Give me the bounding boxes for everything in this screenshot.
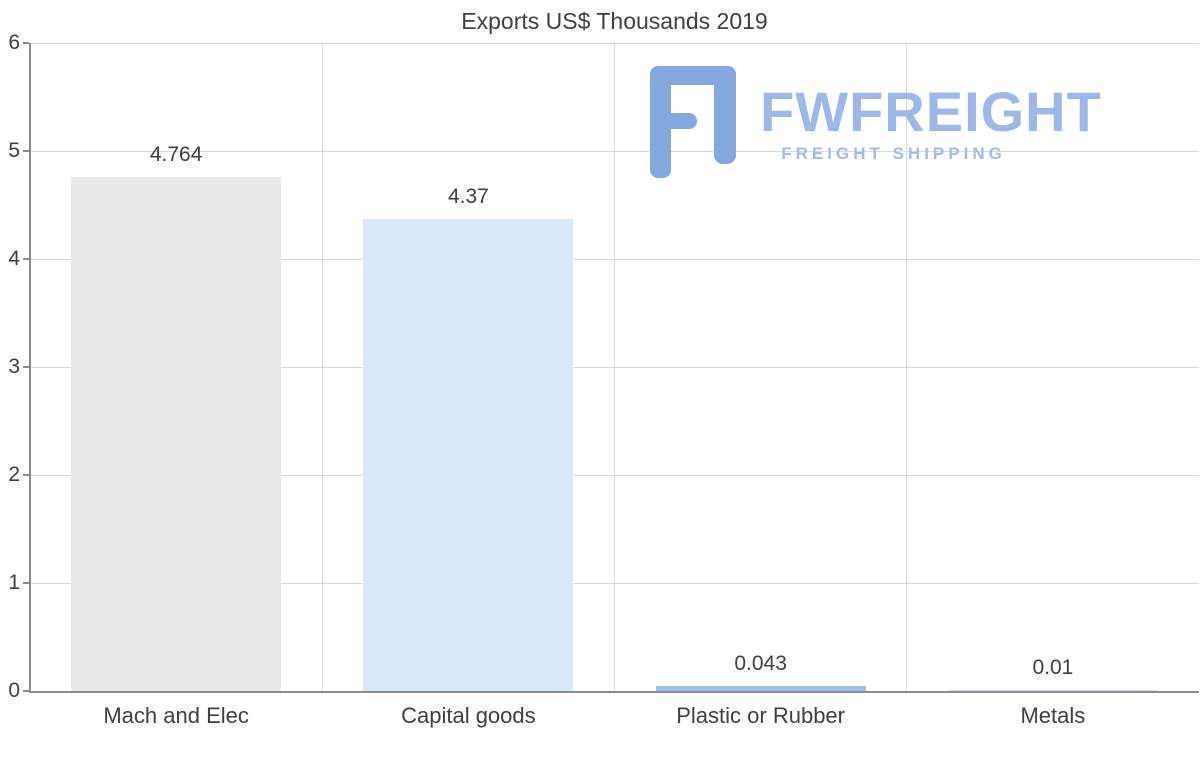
y-axis-tick <box>23 366 29 368</box>
y-axis-tick <box>23 150 29 152</box>
y-axis-tick <box>23 258 29 260</box>
y-axis-tick-label: 0 <box>8 679 20 702</box>
bar-capital-goods <box>363 219 574 691</box>
y-axis-tick-label: 3 <box>8 355 20 378</box>
watermark-brand: FWFREIGHT <box>760 80 1102 143</box>
chart-title: Exports US$ Thousands 2019 <box>461 8 768 34</box>
x-axis-label-capital-goods: Capital goods <box>401 703 536 728</box>
bar-value-label-metals: 0.01 <box>1032 655 1074 679</box>
y-axis-tick-label: 1 <box>8 571 20 594</box>
x-axis-label-mach-and-elec: Mach and Elec <box>103 703 249 728</box>
bar-value-label-plastic-or-rubber: 0.043 <box>734 652 787 676</box>
bar-plastic-or-rubber <box>655 686 866 691</box>
bar-metals <box>947 689 1158 691</box>
y-axis-tick <box>23 582 29 584</box>
bar-value-label-capital-goods: 4.37 <box>447 185 489 209</box>
x-axis-label-metals: Metals <box>1020 703 1086 728</box>
watermark-logo: FWFREIGHT FREIGHT SHIPPING <box>650 66 1102 178</box>
bar-value-label-mach-and-elec: 4.764 <box>149 142 203 166</box>
y-axis-line <box>29 43 31 693</box>
y-axis-tick-label: 5 <box>8 139 20 162</box>
fwfreight-logo-icon <box>650 66 736 178</box>
y-axis-tick <box>23 690 29 692</box>
bar-mach-and-elec <box>71 176 282 691</box>
gridline-vertical <box>614 43 615 691</box>
gridline-vertical <box>906 43 908 691</box>
plot-area: 4.764 4.37 0.043 0.01 <box>30 42 1199 691</box>
watermark-tagline: FREIGHT SHIPPING <box>781 144 1006 163</box>
y-axis-tick <box>23 42 29 44</box>
y-axis-tick-label: 4 <box>8 247 20 270</box>
x-axis-line <box>29 691 1199 693</box>
gridline-vertical <box>321 43 323 691</box>
y-axis-tick-label: 6 <box>8 31 20 54</box>
x-axis-label-plastic-or-rubber: Plastic or Rubber <box>676 703 845 728</box>
watermark-text: FWFREIGHT FREIGHT SHIPPING <box>760 66 1102 164</box>
y-axis-tick <box>23 474 29 476</box>
y-axis-tick-label: 2 <box>8 463 20 486</box>
